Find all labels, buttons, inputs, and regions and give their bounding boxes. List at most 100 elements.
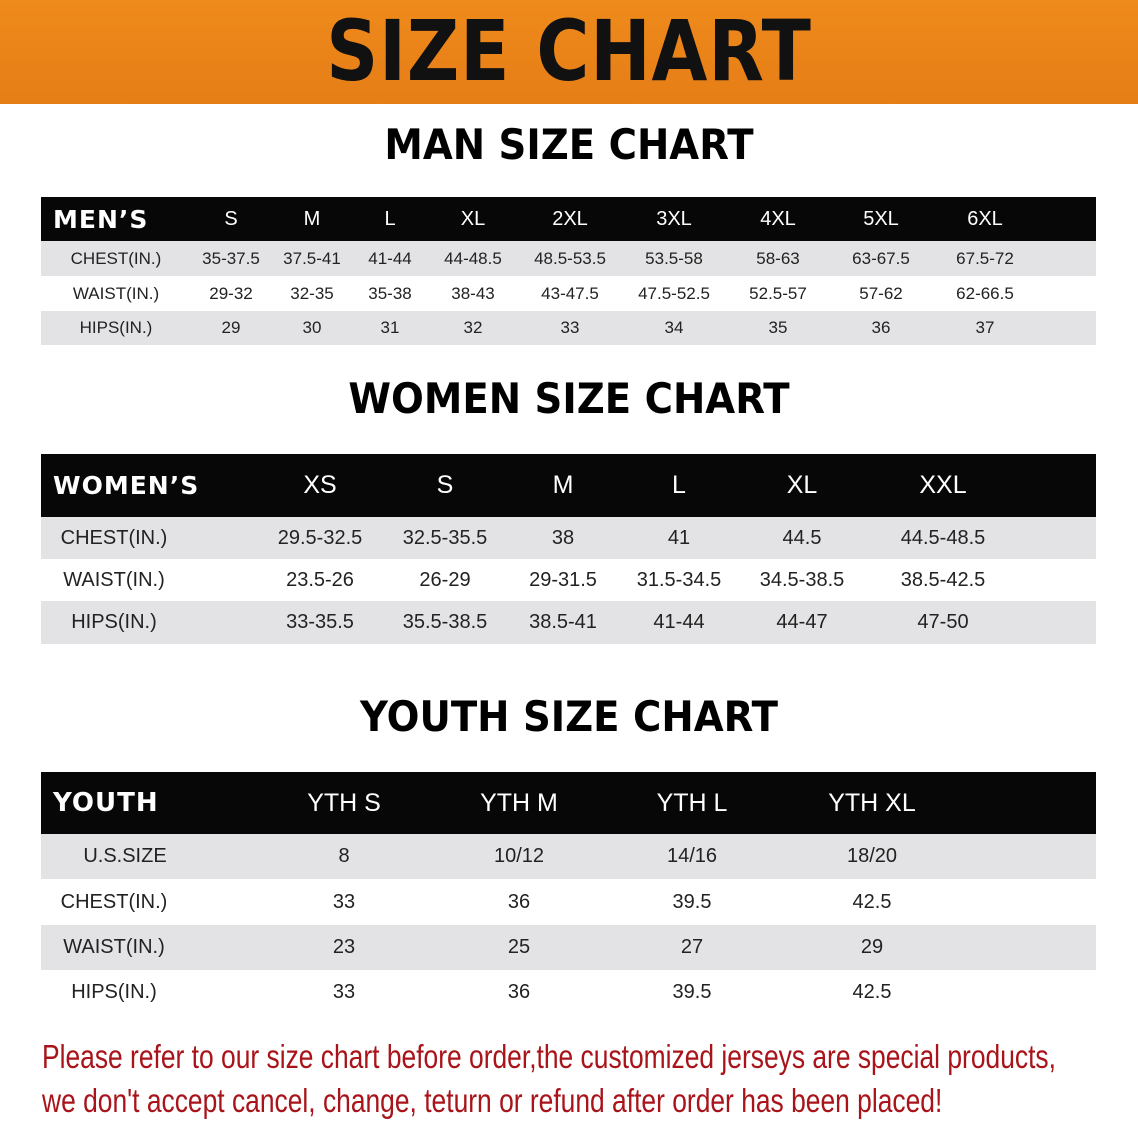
table-cell: 39.5 [672, 890, 712, 913]
table-cell: 25 [507, 936, 531, 958]
table-cell: 42.5 [852, 890, 892, 913]
title-banner: SIZE CHART [0, 0, 1138, 104]
table-row: CHEST(IN.) 29.5-32.5 32.5-35.5 38 41 44.5 44.5… [41, 517, 1096, 559]
table-cell: 38 [551, 526, 575, 549]
table-cell: 63-67.5 [852, 248, 910, 268]
table-cell: 18/20 [846, 845, 898, 867]
table-cell: 38.5-42.5 [900, 568, 986, 591]
table-cell: 32 [463, 318, 483, 337]
men-section-title: MAN SIZE CHART [384, 120, 754, 169]
size-header-cell: XXL [919, 471, 967, 499]
size-header-cell: XS [303, 471, 337, 499]
table-cell: 33 [332, 890, 356, 913]
table-cell: 26-29 [419, 568, 471, 591]
row-label: U.S.SIZE [83, 845, 167, 867]
row-label: HIPS(IN.) [71, 611, 157, 633]
table-cell: 53.5-58 [645, 248, 703, 268]
table-cell: 29 [221, 318, 241, 337]
size-header-cell: L [672, 471, 686, 499]
table-cell: 33-35.5 [286, 611, 354, 633]
table-cell: 29-31.5 [529, 568, 597, 591]
table-cell: 52.5-57 [749, 283, 807, 303]
row-label: HIPS(IN.) [71, 981, 157, 1003]
table-row: WAIST(IN.) 23.5-26 26-29 29-31.5 31.5-34.5 34… [41, 559, 1096, 601]
table-cell: 31 [380, 318, 400, 337]
table-cell: 41-44 [368, 248, 412, 268]
table-cell: 47.5-52.5 [638, 283, 710, 303]
row-label: CHEST(IN.) [60, 890, 168, 913]
table-cell: 43-47.5 [541, 283, 599, 303]
table-cell: 14/16 [666, 845, 718, 867]
table-cell: 39.5 [672, 981, 712, 1003]
size-header-cell: 6XL [967, 207, 1003, 230]
table-cell: 44.5-48.5 [900, 526, 986, 549]
table-cell: 33 [332, 981, 356, 1003]
size-header-cell: YTH L [656, 788, 728, 817]
table-cell: 32.5-35.5 [402, 526, 488, 549]
notice-line-2: we don't accept cancel, change, teturn o… [42, 1082, 943, 1119]
table-cell: 23 [332, 936, 356, 958]
table-cell: 35 [768, 318, 788, 337]
table-cell: 62-66.5 [956, 283, 1014, 303]
size-header-cell: M [303, 207, 321, 230]
size-header-cell: S [436, 471, 454, 499]
table-cell: 36 [507, 981, 531, 1003]
table-cell: 58-63 [756, 248, 800, 268]
size-header-cell: YTH XL [828, 788, 916, 817]
table-cell: 44.5 [782, 526, 822, 549]
table-cell: 10/12 [493, 845, 545, 867]
table-cell: 36 [507, 890, 531, 913]
table-cell: 44-47 [776, 611, 828, 633]
size-header-cell: M [552, 471, 574, 499]
table-cell: 36 [871, 318, 891, 337]
men-header-row: MEN’S S M L XL 2XL 3XL 4XL 5XL 6XL [41, 197, 1096, 241]
table-cell: 41 [667, 526, 691, 549]
table-cell: 27 [680, 936, 704, 958]
table-cell: 47-50 [917, 611, 969, 633]
table-cell: 37 [975, 318, 995, 337]
row-label: CHEST(IN.) [60, 526, 168, 549]
size-header-cell: L [384, 207, 396, 230]
size-header-cell: YTH S [307, 788, 381, 817]
women-section-title: WOMEN SIZE CHART [348, 374, 790, 423]
table-cell: 31.5-34.5 [636, 568, 722, 591]
table-cell: 33 [560, 318, 580, 337]
row-label: WAIST(IN.) [63, 568, 165, 591]
size-header-cell: 2XL [552, 207, 588, 230]
table-cell: 34.5-38.5 [759, 568, 845, 591]
table-cell: 44-48.5 [444, 248, 502, 268]
table-cell: 57-62 [859, 283, 903, 303]
notice-line-1: Please refer to our size chart before or… [42, 1038, 1056, 1075]
row-label: CHEST(IN.) [70, 248, 162, 268]
table-row: WAIST(IN.) 23 25 27 29 [41, 925, 1096, 970]
table-row: HIPS(IN.) 29 30 31 32 33 34 35 36 37 [41, 311, 1096, 345]
table-cell: 35-37.5 [202, 248, 260, 268]
table-cell: 34 [664, 318, 684, 337]
youth-section-title: YOUTH SIZE CHART [359, 692, 779, 741]
row-label: WAIST(IN.) [72, 283, 160, 303]
table-cell: 38-43 [451, 283, 495, 303]
women-header-label: WOMEN’S [53, 471, 200, 500]
size-header-cell: 4XL [760, 207, 796, 230]
youth-header-label: YOUTH [53, 788, 159, 818]
table-row: HIPS(IN.) 33-35.5 35.5-38.5 38.5-41 41-44 44-… [41, 601, 1096, 644]
table-cell: 35-38 [368, 283, 412, 303]
table-cell: 29.5-32.5 [277, 526, 363, 549]
table-cell: 37.5-41 [283, 248, 341, 268]
table-cell: 48.5-53.5 [534, 248, 606, 268]
size-header-cell: S [224, 207, 238, 230]
table-row: HIPS(IN.) 33 36 39.5 42.5 [41, 970, 1096, 1015]
table-cell: 67.5-72 [956, 248, 1014, 268]
row-label: HIPS(IN.) [79, 318, 153, 337]
table-cell: 23.5-26 [286, 568, 354, 591]
table-cell: 41-44 [653, 611, 705, 633]
men-header-label: MEN’S [53, 204, 149, 234]
table-row: CHEST(IN.) 33 36 39.5 42.5 [41, 879, 1096, 925]
table-row: WAIST(IN.) 29-32 32-35 35-38 38-43 43-47.5 47.… [41, 276, 1096, 311]
size-header-cell: XL [460, 207, 486, 230]
size-header-cell: 5XL [863, 207, 899, 230]
table-cell: 30 [302, 318, 322, 337]
size-header-cell: YTH M [480, 788, 558, 817]
table-cell: 29 [860, 936, 884, 958]
